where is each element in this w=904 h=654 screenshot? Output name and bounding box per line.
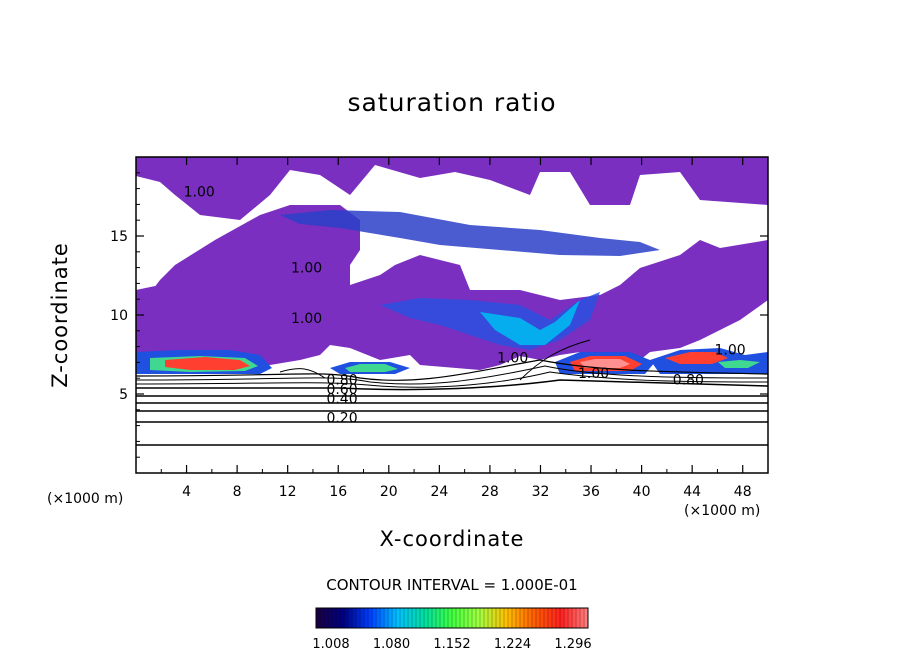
colorbar-labels: 1.008 1.080 1.152 1.224 1.296 xyxy=(312,637,591,652)
contour-line xyxy=(136,379,768,391)
field-band-right-a-pink xyxy=(580,359,630,368)
contour-line xyxy=(136,371,768,388)
field-cyan-streak xyxy=(480,300,580,345)
contour-label: 1.00 xyxy=(578,366,609,382)
y-tick-labels: 5 10 15 xyxy=(110,229,128,403)
contour-label: 1.00 xyxy=(714,343,745,359)
contour-label: 1.00 xyxy=(497,350,528,366)
x-axis-label: X-coordinate xyxy=(379,527,525,551)
contour-line xyxy=(136,359,768,381)
x-tick-label: 16 xyxy=(329,484,347,500)
contour-label: 0.60 xyxy=(326,382,357,398)
x-tick-label: 24 xyxy=(430,484,448,500)
contour-label: 0.20 xyxy=(326,410,357,426)
field-band-right-b-green xyxy=(718,360,760,368)
contour-labels: 1.001.001.001.001.001.000.80 0.800.600.40… xyxy=(184,185,746,427)
field-blue-band-upper xyxy=(280,210,660,256)
colorbar-tick-label: 1.224 xyxy=(494,637,531,652)
field-band-right-b-red xyxy=(665,352,728,364)
contour-label: 1.00 xyxy=(291,311,322,327)
x-unit-label-left: (×1000 m) xyxy=(47,491,124,507)
y-tick-label: 15 xyxy=(110,229,128,245)
field-band-mid-green xyxy=(345,364,398,372)
chart-title: saturation ratio xyxy=(347,88,557,117)
x-unit-label-right: (×1000 m) xyxy=(684,503,761,519)
field-band-left-red xyxy=(165,357,250,370)
colorbar-tick-label: 1.080 xyxy=(373,637,410,652)
x-tick-label: 48 xyxy=(734,484,752,500)
contour-interval-text: CONTOUR INTERVAL = 1.000E-01 xyxy=(326,576,578,594)
colorbar: 1.008 1.080 1.152 1.224 1.296 xyxy=(312,607,592,652)
y-tick-label: 10 xyxy=(110,308,128,324)
axis-ticks xyxy=(136,157,768,473)
colorbar-tick-label: 1.152 xyxy=(433,637,470,652)
contour-label: 0.40 xyxy=(326,391,357,407)
x-tick-label: 44 xyxy=(683,484,701,500)
x-tick-labels: 4 8 12 16 20 24 28 32 36 40 44 48 xyxy=(182,484,752,500)
y-tick-label: 5 xyxy=(119,387,128,403)
contour-line xyxy=(136,365,768,385)
x-tick-label: 28 xyxy=(481,484,499,500)
x-tick-label: 40 xyxy=(633,484,651,500)
contour-lines xyxy=(136,339,768,446)
x-tick-label: 20 xyxy=(380,484,398,500)
x-tick-label: 4 xyxy=(182,484,191,500)
contour-line xyxy=(519,339,591,381)
contour-line xyxy=(279,368,326,379)
colorbar-stripes xyxy=(319,608,585,628)
x-tick-label: 12 xyxy=(279,484,297,500)
colorbar-tick-label: 1.008 xyxy=(312,637,349,652)
x-tick-label: 36 xyxy=(582,484,600,500)
saturation-field xyxy=(136,157,768,374)
x-tick-label: 8 xyxy=(233,484,242,500)
colorbar-tick-label: 1.296 xyxy=(554,637,591,652)
contour-label: 0.80 xyxy=(673,373,704,389)
contour-label: 0.80 xyxy=(326,373,357,389)
contour-label: 1.00 xyxy=(184,185,215,201)
field-left-purple xyxy=(136,280,320,365)
contour-label: 1.00 xyxy=(291,260,322,276)
x-tick-label: 32 xyxy=(532,484,550,500)
field-upper-purple xyxy=(136,157,768,220)
